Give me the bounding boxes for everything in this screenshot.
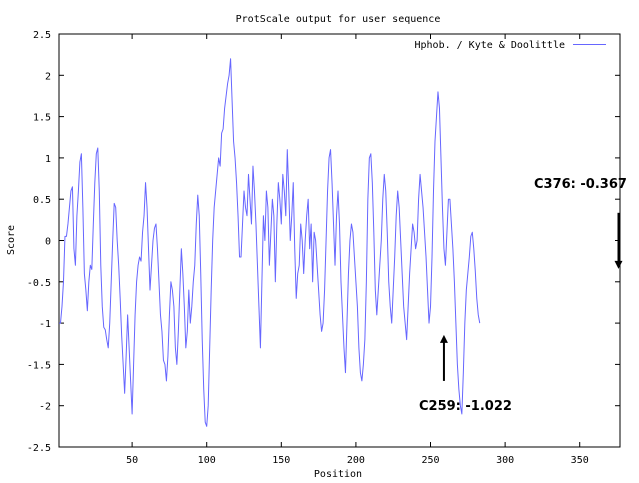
y-tick-label: -1.5 — [27, 360, 51, 371]
x-tick-label: 50 — [126, 455, 138, 466]
x-tick-label: 200 — [347, 455, 365, 466]
annotation-c259-label: C259: -1.022 — [419, 399, 512, 414]
y-tick-label: 2 — [45, 71, 51, 82]
legend: Hphob. / Kyte & Doolittle — [414, 40, 606, 51]
y-tick-label: -2.5 — [27, 443, 51, 454]
y-tick-label: 1 — [45, 154, 51, 165]
x-tick-label: 350 — [571, 455, 589, 466]
y-tick-label: 0.5 — [33, 195, 51, 206]
x-tick-label: 300 — [496, 455, 514, 466]
chart-title: ProtScale output for user sequence — [236, 14, 441, 25]
legend-label: Hphob. / Kyte & Doolittle — [414, 40, 565, 51]
y-tick-label: 1.5 — [33, 113, 51, 124]
y-tick-label: 2.5 — [33, 30, 51, 41]
y-axis-label: Score — [6, 225, 17, 255]
y-tick-label: -1 — [39, 319, 51, 330]
annotation-arrow-head — [439, 334, 448, 343]
annotation-c376-label: C376: -0.367 — [534, 177, 627, 192]
series-layer — [59, 58, 481, 427]
x-tick-label: 250 — [421, 455, 439, 466]
y-tick-label: -2 — [39, 402, 51, 413]
series-line-hydrophobicity — [59, 58, 481, 427]
axes: -2.5 -2 -1.5 -1 -0.5 0 0.5 1 1.5 2 2.5 50 100 150 200 2… — [27, 30, 621, 466]
x-axis-label: Position — [314, 469, 362, 480]
annotation-arrow-head — [614, 260, 623, 269]
y-tick-label: -0.5 — [27, 278, 51, 289]
x-tick-label: 100 — [198, 455, 216, 466]
y-tick-label: 0 — [45, 237, 51, 248]
x-tick-label: 150 — [272, 455, 290, 466]
annotations: C376: -0.367 C259: -1.022 — [419, 177, 627, 414]
